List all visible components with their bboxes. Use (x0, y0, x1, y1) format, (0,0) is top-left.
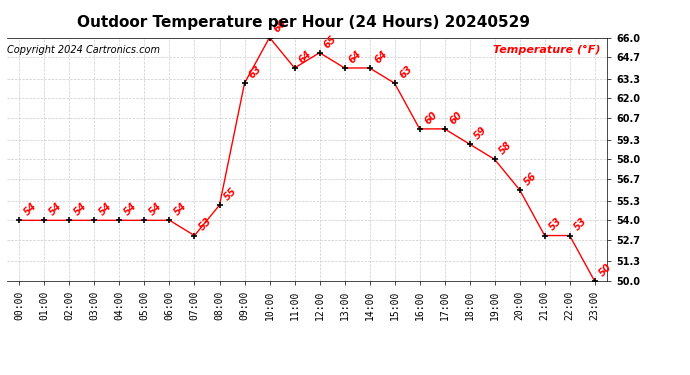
Text: 54: 54 (47, 201, 63, 217)
Text: 54: 54 (97, 201, 114, 217)
Text: Outdoor Temperature per Hour (24 Hours) 20240529: Outdoor Temperature per Hour (24 Hours) … (77, 15, 530, 30)
Text: 64: 64 (347, 49, 364, 65)
Text: 53: 53 (573, 216, 589, 233)
Text: 60: 60 (447, 110, 464, 126)
Text: 50: 50 (598, 262, 614, 279)
Text: 58: 58 (497, 140, 514, 157)
Text: 53: 53 (197, 216, 214, 233)
Text: 54: 54 (122, 201, 139, 217)
Text: 54: 54 (72, 201, 89, 217)
Text: 54: 54 (172, 201, 189, 217)
Text: 63: 63 (247, 64, 264, 80)
Text: 60: 60 (422, 110, 439, 126)
Text: 65: 65 (322, 33, 339, 50)
Text: 55: 55 (222, 186, 239, 202)
Text: 56: 56 (522, 171, 539, 187)
Text: 66: 66 (273, 18, 289, 35)
Text: 63: 63 (397, 64, 414, 80)
Text: Copyright 2024 Cartronics.com: Copyright 2024 Cartronics.com (7, 45, 160, 55)
Text: 54: 54 (22, 201, 39, 217)
Text: 53: 53 (547, 216, 564, 233)
Text: Temperature (°F): Temperature (°F) (493, 45, 600, 55)
Text: 64: 64 (297, 49, 314, 65)
Text: 64: 64 (373, 49, 389, 65)
Text: 59: 59 (473, 125, 489, 141)
Text: 54: 54 (147, 201, 164, 217)
